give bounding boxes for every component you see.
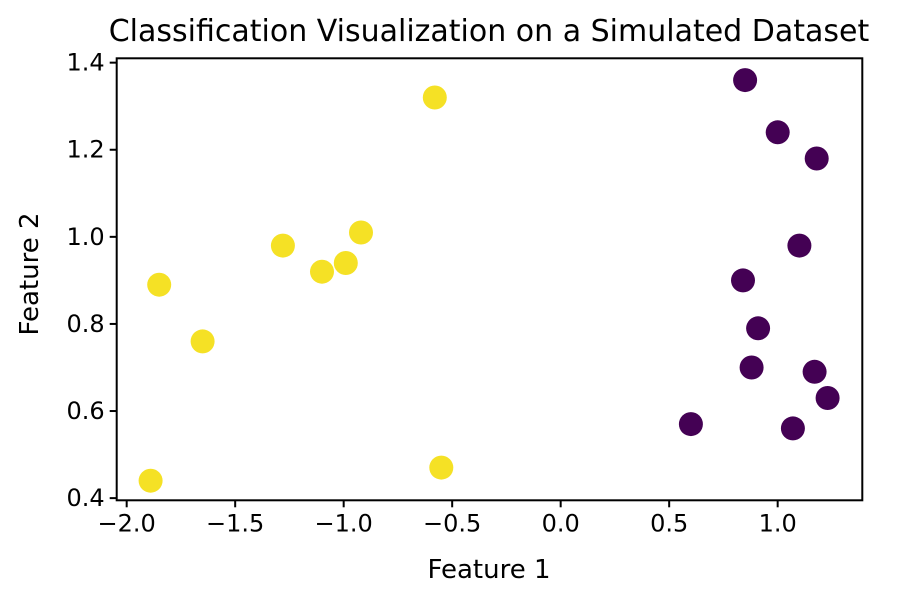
data-point-class-yellow xyxy=(429,455,454,480)
x-tick-label: −0.5 xyxy=(423,509,481,537)
data-point-class-purple xyxy=(780,416,805,441)
y-axis-label: Feature 2 xyxy=(15,212,45,335)
chart-title: Classification Visualization on a Simula… xyxy=(109,14,870,49)
data-point-class-yellow xyxy=(349,220,373,245)
data-point-class-purple xyxy=(746,316,771,341)
x-tick-label: 0.0 xyxy=(542,509,580,537)
data-point-class-purple xyxy=(802,359,827,384)
data-point-class-purple xyxy=(739,355,764,380)
data-point-class-purple xyxy=(731,268,755,293)
y-tick-label: 1.4 xyxy=(67,49,105,77)
x-tick-label: 1.0 xyxy=(759,509,797,537)
y-tick-label: 0.8 xyxy=(67,310,105,338)
y-axis-ticks: 0.4 0.6 0.8 1.0 1.2 1.4 xyxy=(67,49,117,512)
x-axis-label: Feature 1 xyxy=(427,555,550,585)
x-tick-label: −2.0 xyxy=(98,509,156,537)
data-point-class-yellow xyxy=(333,251,358,275)
x-tick-label: −1.0 xyxy=(315,509,373,537)
plot-frame xyxy=(115,57,864,502)
data-point-class-yellow xyxy=(270,233,295,258)
data-point-class-yellow xyxy=(310,259,334,284)
data-point-class-purple xyxy=(733,68,758,93)
data-point-class-purple xyxy=(787,233,812,258)
y-tick-label: 0.4 xyxy=(67,484,105,512)
data-point-class-yellow xyxy=(147,272,172,297)
data-point-class-yellow xyxy=(138,468,163,493)
data-point-class-purple xyxy=(765,120,790,145)
x-axis-ticks: −2.0 −1.5 −1.0 −0.5 0.0 0.5 1.0 xyxy=(98,500,797,537)
x-tick-label: 0.5 xyxy=(650,509,688,537)
data-point-class-purple xyxy=(678,412,703,437)
y-tick-label: 1.0 xyxy=(67,223,105,251)
x-tick-label: −1.5 xyxy=(206,509,264,537)
data-point-class-purple xyxy=(815,386,840,410)
data-point-class-yellow xyxy=(422,85,447,110)
data-points xyxy=(138,68,840,493)
y-tick-label: 1.2 xyxy=(67,136,105,164)
y-tick-label: 0.6 xyxy=(67,397,105,425)
data-point-class-purple xyxy=(804,146,829,171)
data-point-class-yellow xyxy=(190,329,215,354)
